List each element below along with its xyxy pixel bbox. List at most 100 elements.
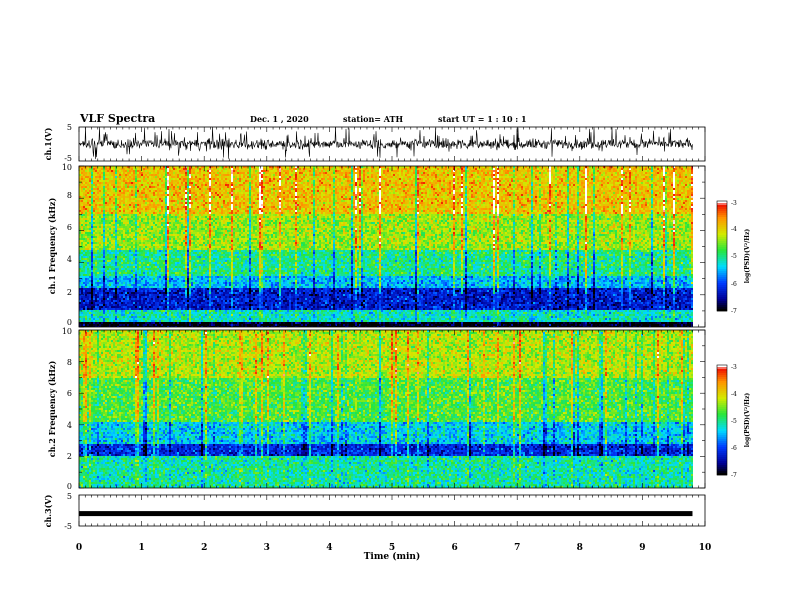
spectrogram-cell: [105, 262, 107, 264]
spectrogram-cell: [119, 272, 121, 274]
spectrogram-cell: [147, 212, 149, 214]
spectrogram-cell: [111, 238, 113, 240]
spectrogram-cell: [123, 278, 125, 280]
spectrogram-cell: [193, 182, 195, 184]
spectrogram-cell: [193, 274, 195, 276]
spectrogram-cell: [83, 316, 85, 318]
spectrogram-cell: [159, 178, 161, 180]
spectrogram-cell: [181, 242, 183, 244]
spectrogram-cell: [91, 252, 93, 254]
spectrogram-cell: [183, 238, 185, 240]
spectrogram-cell: [105, 172, 107, 174]
spectrogram-cell: [133, 186, 135, 188]
spectrogram-cell: [85, 232, 87, 234]
spectrogram-cell: [159, 188, 161, 190]
spectrogram-cell: [137, 230, 139, 232]
spectrogram-cell: [121, 230, 123, 232]
spectrogram-cell: [95, 296, 97, 298]
spectrogram-cell: [123, 178, 125, 180]
spectrogram-cell: [111, 222, 113, 224]
spectrogram-cell: [155, 238, 157, 240]
spectrogram-cell: [181, 260, 183, 262]
spectrogram-cell: [139, 186, 141, 188]
spectrogram-cell: [105, 304, 107, 306]
spectrogram-cell: [169, 176, 171, 178]
spectrogram-cell: [191, 228, 193, 230]
spectrogram-cell: [141, 304, 143, 306]
spectrogram-cell: [129, 232, 131, 234]
spectrogram-cell: [89, 312, 91, 314]
spectrogram-cell: [185, 320, 187, 322]
spectrogram-cell: [135, 258, 137, 260]
spectrogram-cell: [151, 200, 153, 202]
spectrogram-cell: [187, 188, 189, 190]
spectrogram-cell: [127, 184, 129, 186]
spectrogram-cell: [93, 194, 95, 196]
spectrogram-cell: [95, 310, 97, 312]
spectrogram-cell: [145, 232, 147, 234]
spectrogram-cell: [143, 274, 145, 276]
spectrogram-cell: [131, 214, 133, 216]
spectrogram-cell: [105, 244, 107, 246]
spectrogram-cell: [157, 204, 159, 206]
spectrogram-cell: [159, 250, 161, 252]
spectrogram-cell: [173, 304, 175, 306]
spectrogram-cell: [149, 284, 151, 286]
spectrogram-cell: [99, 238, 101, 240]
spectrogram-cell: [155, 234, 157, 236]
spectrogram-cell: [181, 196, 183, 198]
spectrogram-cell: [101, 196, 103, 198]
spectrogram-cell: [185, 250, 187, 252]
spectrogram-cell: [85, 302, 87, 304]
spectrogram-cell: [189, 280, 191, 282]
spectrogram-cell: [105, 300, 107, 302]
spectrogram-cell: [141, 324, 143, 326]
spectrogram-cell: [149, 252, 151, 254]
spectrogram-cell: [137, 184, 139, 186]
spectrogram-cell: [173, 246, 175, 248]
spectrogram-cell: [161, 168, 163, 170]
spectrogram-cell: [83, 302, 85, 304]
spectrogram-cell: [197, 292, 199, 294]
spectrogram-cell: [83, 184, 85, 186]
spectrogram-cell: [91, 310, 93, 312]
spectrogram-cell: [123, 318, 125, 320]
spectrogram-cell: [167, 268, 169, 270]
spectrogram-cell: [163, 238, 165, 240]
spectrogram-cell: [79, 292, 81, 294]
spectrogram-cell: [191, 176, 193, 178]
spectrogram-cell: [131, 254, 133, 256]
spectrogram-cell: [83, 182, 85, 184]
spectrogram-cell: [191, 204, 193, 206]
spectrogram-cell: [169, 204, 171, 206]
spectrogram-cell: [159, 240, 161, 242]
spectrogram-cell: [193, 254, 195, 256]
spectrogram-cell: [123, 276, 125, 278]
spectrogram-cell: [99, 244, 101, 246]
spectrogram-cell: [91, 302, 93, 304]
spectrogram-cell: [79, 308, 81, 310]
spectrogram-cell: [113, 186, 115, 188]
spectrogram-cell: [195, 220, 197, 222]
spectrogram-cell: [91, 234, 93, 236]
spectrogram-cell: [103, 170, 105, 172]
spectrogram-cell: [153, 238, 155, 240]
spectrogram-cell: [91, 202, 93, 204]
spectrogram-cell: [97, 196, 99, 198]
spectrogram-cell: [111, 242, 113, 244]
spectrogram-cell: [109, 190, 111, 192]
spectrogram-cell: [179, 212, 181, 214]
spectrogram-cell: [177, 180, 179, 182]
spectrogram-cell: [111, 172, 113, 174]
spectrogram-cell: [109, 200, 111, 202]
spectrogram-cell: [169, 276, 171, 278]
spectrogram-cell: [87, 296, 89, 298]
spectrogram-cell: [93, 280, 95, 282]
spectrogram-cell: [121, 234, 123, 236]
spectrogram-cell: [201, 238, 203, 240]
spectrogram-cell: [83, 254, 85, 256]
spectrogram-cell: [115, 252, 117, 254]
spectrogram-cell: [195, 204, 197, 206]
spectrogram-cell: [79, 296, 81, 298]
spectrogram-cell: [161, 212, 163, 214]
